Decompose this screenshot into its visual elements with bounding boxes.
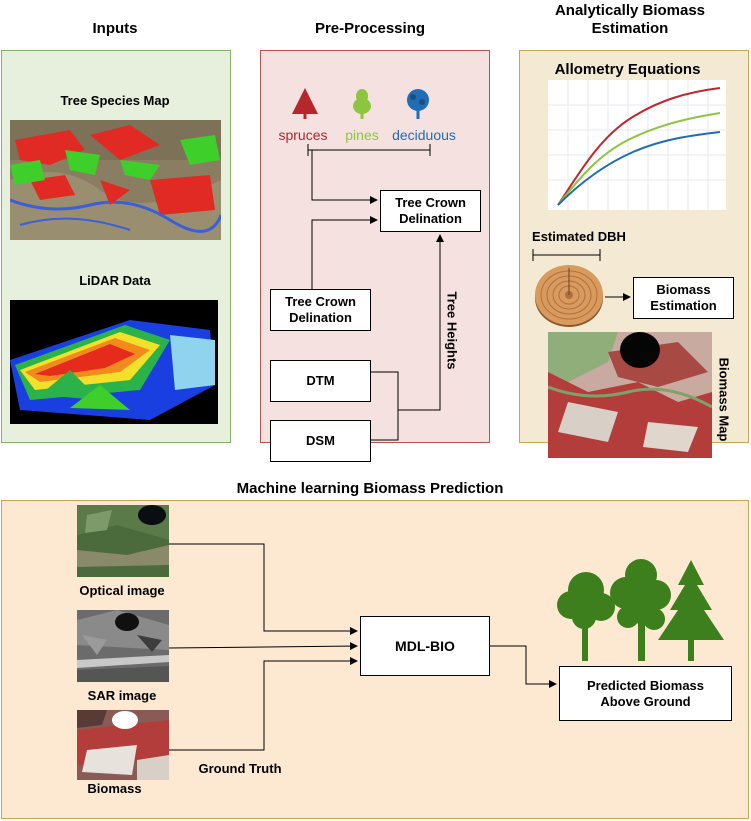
deciduous-icon	[404, 88, 432, 120]
ml-title: Machine learning Biomass Prediction	[236, 480, 504, 497]
species-label-pines: pines	[345, 127, 379, 143]
predicted-biomass-box: Predicted Biomass Above Ground	[559, 666, 732, 721]
biomass-label: Biomass	[87, 781, 142, 796]
allometry-equations-title: Allometry Equations	[554, 61, 701, 78]
tree-species-map-image	[10, 120, 221, 240]
tree-species-map-label: Tree Species Map	[60, 93, 170, 108]
species-label-spruces: spruces	[278, 127, 328, 143]
analytical-title: Analytically Biomass Estimation	[554, 2, 706, 37]
sar-image-label: SAR image	[87, 688, 157, 703]
tree-crown-delination-top-box: Tree Crown Delination	[380, 190, 481, 232]
allometry-curve-blue	[557, 131, 721, 206]
estimated-dbh-label: Estimated DBH	[532, 229, 626, 244]
forest-trees-icon	[556, 555, 734, 663]
lidar-data-image	[10, 300, 218, 424]
mdl-bio-box: MDL-BIO	[360, 616, 490, 676]
dsm-box: DSM	[270, 420, 371, 462]
allometry-chart	[548, 80, 726, 210]
lidar-data-label: LiDAR Data	[79, 273, 151, 288]
preprocessing-title: Pre-Processing	[314, 20, 426, 37]
pine-icon	[349, 88, 375, 120]
inputs-title: Inputs	[92, 20, 138, 37]
spruce-icon	[290, 88, 320, 120]
species-label-deciduous: deciduous	[392, 127, 456, 143]
biomass-map-image	[548, 332, 712, 458]
ground-truth-label: Ground Truth	[198, 761, 282, 776]
allometry-curve-green	[557, 112, 721, 206]
biomass-ground-truth-image	[77, 710, 169, 780]
optical-image	[77, 505, 169, 577]
tree-ring-icon	[533, 262, 605, 328]
dtm-box: DTM	[270, 360, 371, 402]
sar-image	[77, 610, 169, 682]
biomass-estimation-box: Biomass Estimation	[633, 277, 734, 319]
optical-image-label: Optical image	[79, 583, 165, 598]
tree-crown-delination-left-box: Tree Crown Delination	[270, 289, 371, 331]
allometry-curve-red	[557, 87, 721, 206]
